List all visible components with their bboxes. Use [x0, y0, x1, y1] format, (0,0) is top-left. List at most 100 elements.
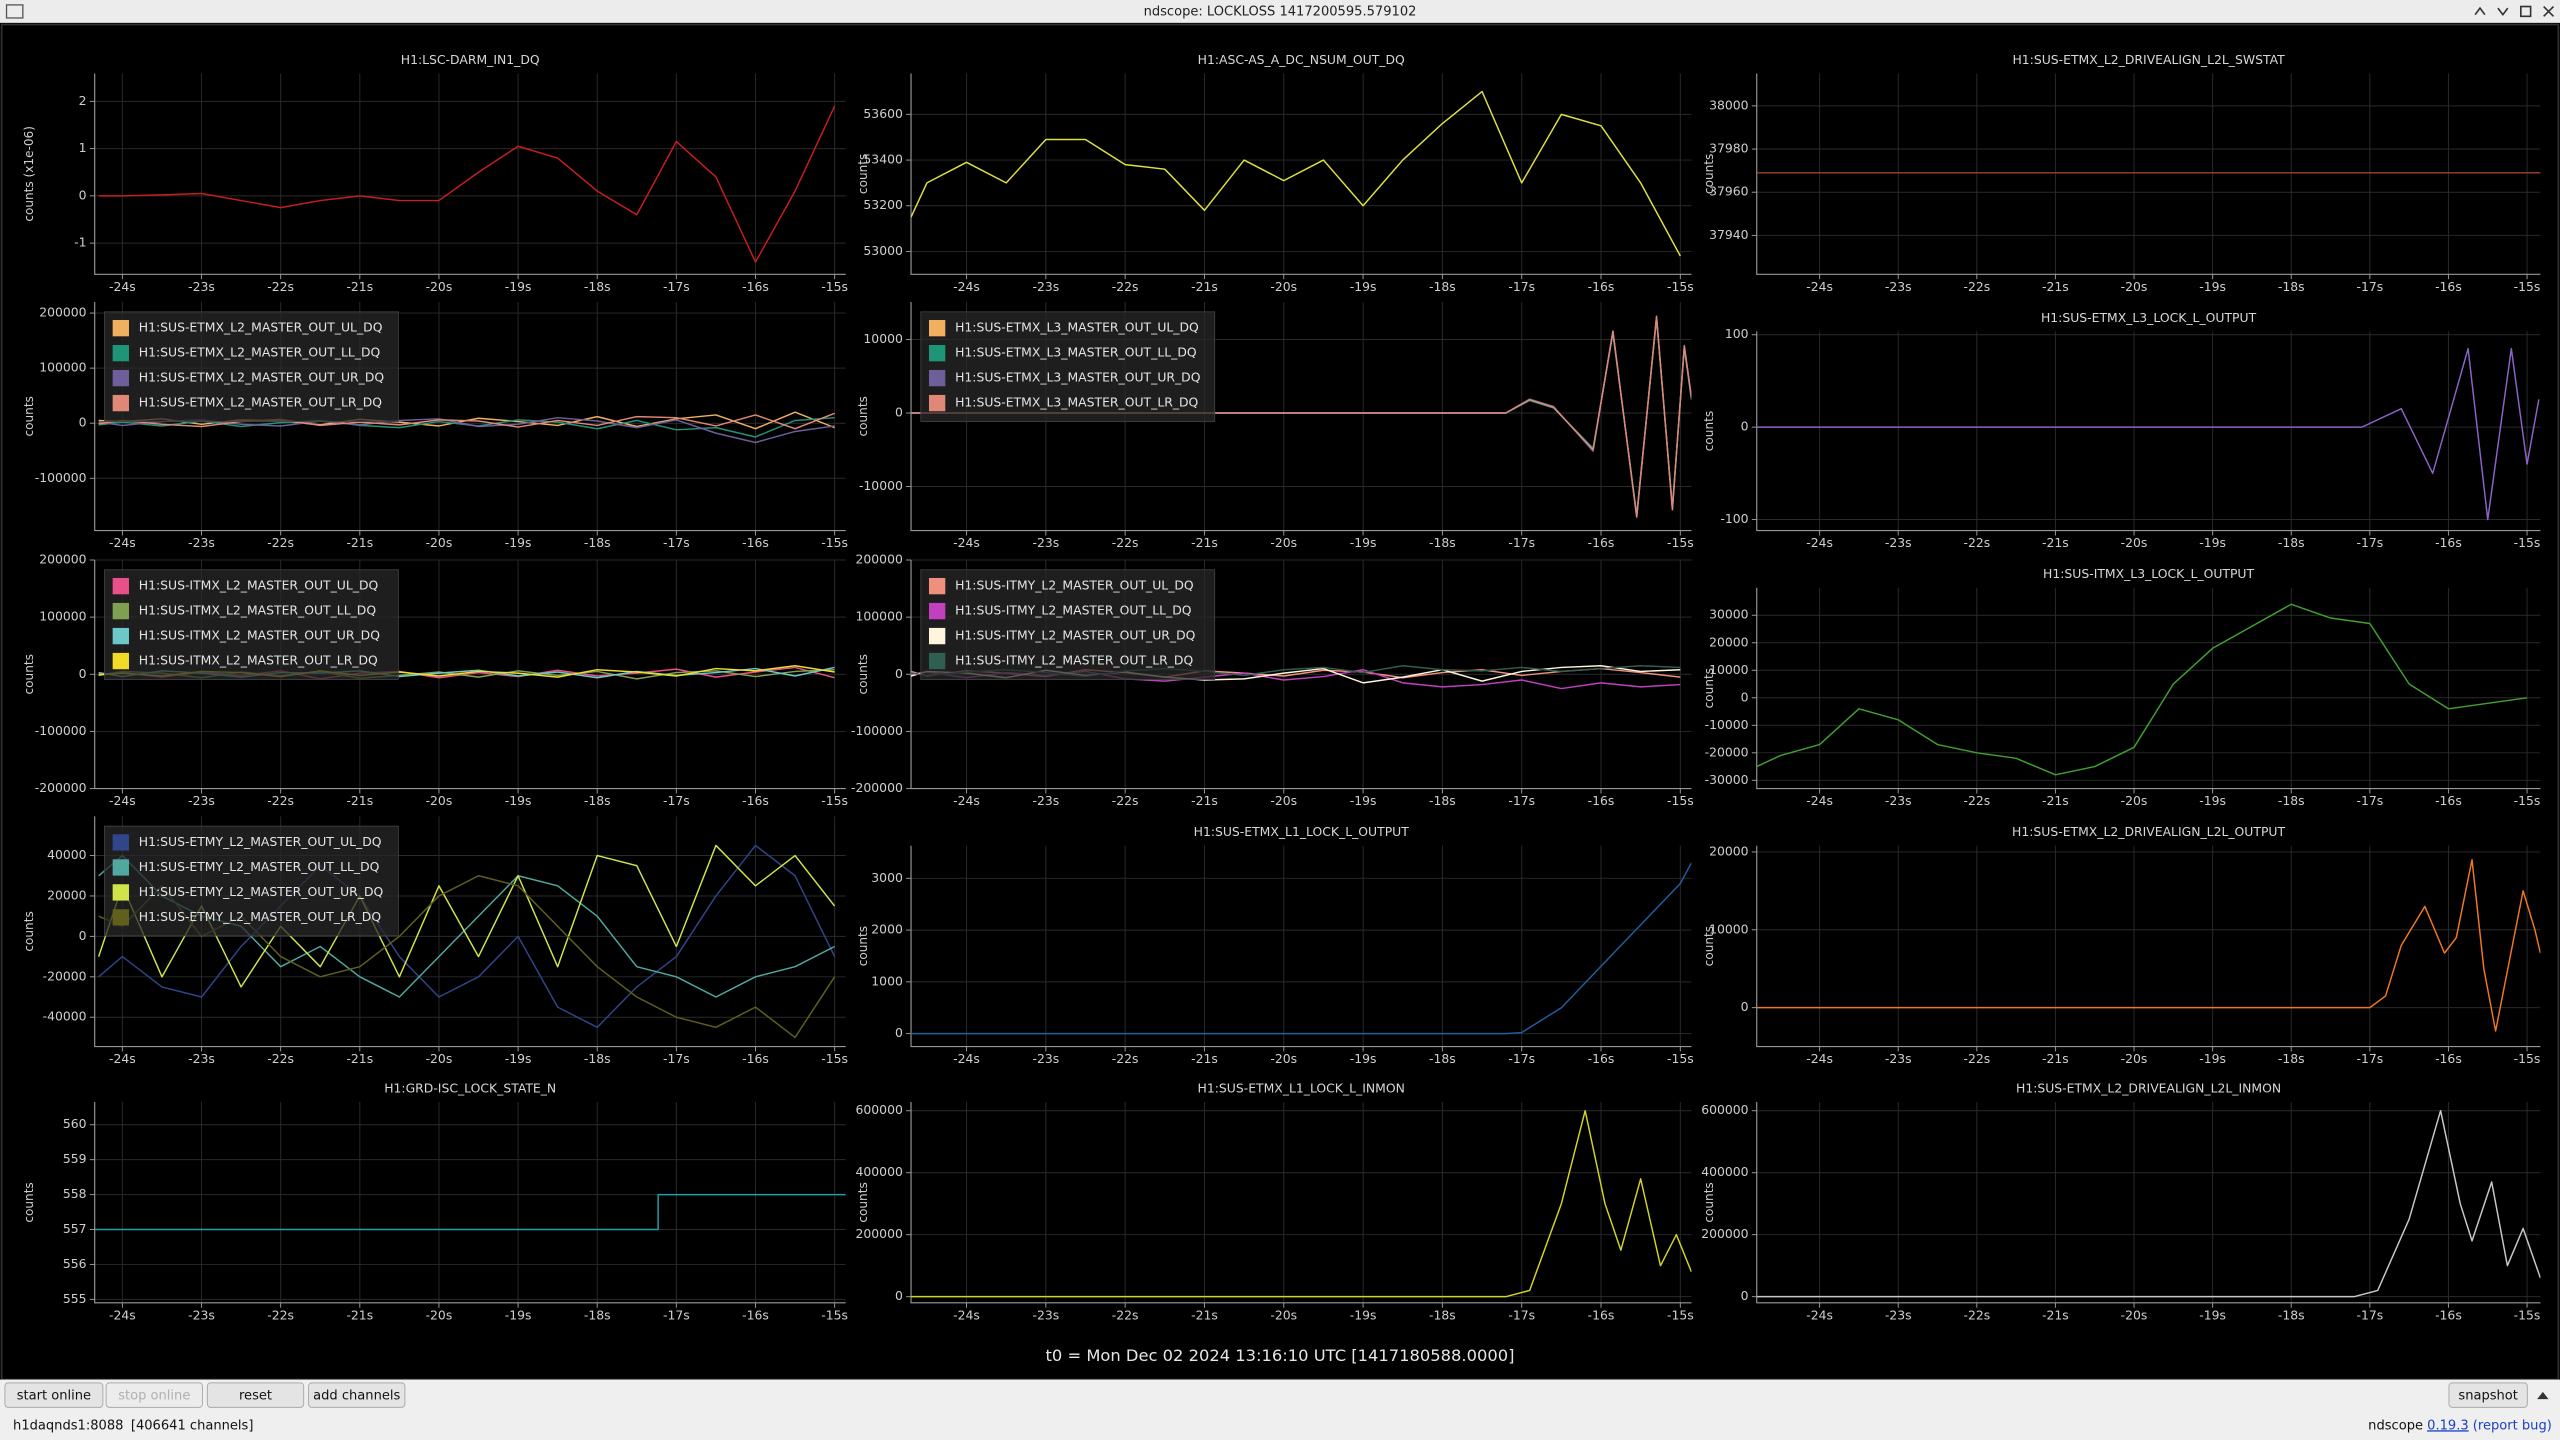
version-link[interactable]: 0.19.3 — [2427, 1418, 2469, 1433]
x-tick-label: -24s — [1806, 1307, 1833, 1322]
x-tick-label: -22s — [1963, 793, 1990, 808]
x-tick-label: -16s — [1588, 793, 1615, 808]
x-tick-label: -23s — [1032, 535, 1059, 550]
window-shade[interactable] — [2474, 6, 2486, 16]
x-tick-label: -18s — [2278, 535, 2305, 550]
plot-title: H1:SUS-ITMX_L3_LOCK_L_OUTPUT — [2043, 566, 2254, 581]
legend-label: H1:SUS-ETMX_L3_MASTER_OUT_LL_DQ — [955, 345, 1197, 360]
x-tick-label: -16s — [742, 793, 769, 808]
toolbar-button[interactable] — [206, 1382, 305, 1408]
plot: counts -200000 -100000 0 100000 200000 -24s -23… — [22, 552, 848, 809]
legend-box — [104, 825, 399, 937]
y-tick-label: 20000 — [1709, 843, 1749, 858]
axes — [910, 73, 1692, 275]
y-tick-label: -20000 — [43, 968, 87, 983]
y-tick-label: 555 — [63, 1291, 87, 1306]
x-tick-label: -18s — [584, 535, 611, 550]
x-tick-label: -23s — [1032, 279, 1059, 294]
y-tick-label: -100000 — [35, 723, 87, 738]
y-tick-label: 600000 — [1701, 1102, 1748, 1117]
x-tick-label: -20s — [426, 279, 453, 294]
y-tick-label: 559 — [63, 1151, 87, 1166]
trace — [911, 316, 1692, 518]
toolbar-button-label: reset — [239, 1388, 272, 1403]
x-tick-label: -24s — [953, 793, 980, 808]
trace — [1756, 347, 2540, 521]
x-tick-label: -20s — [426, 793, 453, 808]
y-tick-label: 10000 — [863, 331, 903, 346]
x-tick-label: -22s — [267, 1051, 294, 1066]
x-tick-label: -19s — [1350, 1307, 1377, 1322]
x-tick-label: -15s — [1667, 279, 1694, 294]
x-tick-label: -19s — [2199, 535, 2226, 550]
x-tick-label: -18s — [584, 793, 611, 808]
x-tick-label: -18s — [1429, 1051, 1456, 1066]
y-tick-label: 2 — [79, 93, 87, 108]
legend-box — [920, 311, 1216, 422]
axes — [910, 560, 1692, 790]
x-tick-label: -18s — [584, 1051, 611, 1066]
x-tick-label: -24s — [953, 279, 980, 294]
x-tick-label: -21s — [1191, 535, 1218, 550]
trace — [1756, 858, 2541, 1032]
y-tick-label: 200000 — [856, 552, 903, 567]
window-close[interactable] — [2543, 5, 2555, 17]
y-axis-label: counts — [22, 1182, 36, 1222]
plot-title: H1:SUS-ETMX_L2_DRIVEALIGN_L2L_SWSTAT — [2012, 52, 2285, 67]
x-tick-label: -17s — [1508, 793, 1535, 808]
y-tick-label: 0 — [895, 1288, 903, 1303]
x-tick-label: -23s — [188, 1051, 215, 1066]
legend-label: H1:SUS-ETMX_L3_MASTER_OUT_LR_DQ — [955, 395, 1198, 410]
title-bar — [0, 0, 2560, 23]
status-bar: h1daqnds1:8088 [406641 channels] — [13, 1418, 253, 1433]
x-tick-label: -15s — [2514, 1307, 2541, 1322]
x-tick-label: -21s — [2042, 279, 2069, 294]
axes — [910, 1102, 1692, 1304]
y-tick-label: 0 — [1741, 419, 1749, 434]
trace — [98, 844, 836, 1029]
toolbar-button[interactable] — [308, 1382, 406, 1408]
legend-label: H1:SUS-ETMX_L2_MASTER_OUT_LR_DQ — [139, 395, 382, 410]
x-tick-label: -23s — [188, 1307, 215, 1322]
legend-swatch — [112, 369, 129, 387]
x-tick-label: -24s — [953, 1051, 980, 1066]
version-info: ndscope 0.19.3 (report bug) — [2368, 1418, 2552, 1433]
axes — [94, 560, 846, 790]
snapshot-button[interactable] — [2448, 1382, 2528, 1408]
snapshot-menu-arrow[interactable] — [2537, 1391, 2549, 1400]
window-minimize[interactable] — [2497, 7, 2509, 17]
y-tick-label: 600000 — [856, 1102, 903, 1117]
y-axis-label: counts — [856, 926, 870, 966]
legend-box — [104, 569, 399, 680]
app-name: ndscope — [2368, 1418, 2423, 1433]
x-tick-label: -17s — [663, 1307, 690, 1322]
window-maximize[interactable] — [2520, 5, 2532, 18]
y-tick-label: 53600 — [863, 106, 903, 121]
x-tick-label: -16s — [2435, 1307, 2462, 1322]
legend: H1:SUS-ETMY_L2_MASTER_OUT_UL_DQ H1:SUS-ET… — [104, 825, 399, 937]
x-tick-label: -24s — [109, 535, 136, 550]
x-tick-label: -20s — [2121, 793, 2148, 808]
x-tick-label: -19s — [2199, 279, 2226, 294]
x-tick-label: -19s — [505, 279, 532, 294]
y-axis-label: counts (x1e-06) — [22, 126, 36, 222]
trace — [911, 1109, 1692, 1298]
x-tick-label: -19s — [1350, 793, 1377, 808]
x-tick-label: -16s — [2435, 535, 2462, 550]
x-tick-label: -22s — [1112, 1307, 1139, 1322]
x-tick-label: -23s — [1032, 793, 1059, 808]
report-bug-link[interactable]: (report bug) — [2473, 1418, 2552, 1433]
x-tick-label: -18s — [1429, 279, 1456, 294]
y-tick-label: 558 — [63, 1186, 87, 1201]
y-tick-label: 0 — [895, 405, 903, 420]
x-tick-label: -23s — [1885, 1307, 1912, 1322]
x-tick-label: -21s — [2042, 535, 2069, 550]
toolbar-button[interactable] — [4, 1382, 104, 1408]
x-tick-label: -15s — [821, 1051, 848, 1066]
legend-label: H1:SUS-ITMX_L2_MASTER_OUT_LR_DQ — [139, 653, 378, 668]
x-tick-label: -16s — [2435, 1051, 2462, 1066]
legend-label: H1:SUS-ITMY_L2_MASTER_OUT_UR_DQ — [955, 628, 1196, 643]
